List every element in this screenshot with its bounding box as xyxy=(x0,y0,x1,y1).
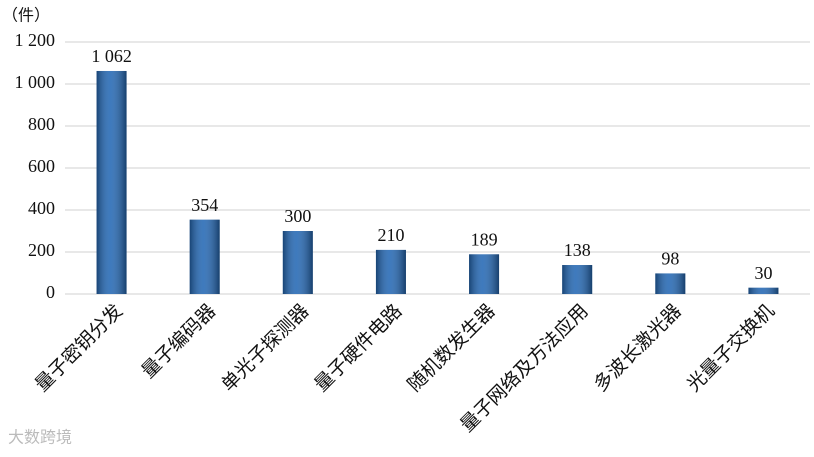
x-tick-label: 单光子探测器 xyxy=(217,300,313,396)
value-label: 300 xyxy=(284,206,311,226)
bar-shade xyxy=(189,219,220,294)
bar-shade xyxy=(96,70,127,294)
value-label: 138 xyxy=(564,240,591,260)
x-tick-label: 量子硬件电路 xyxy=(310,300,406,396)
y-tick-label: 400 xyxy=(28,198,55,218)
y-tick-label: 600 xyxy=(28,156,55,176)
bar-shade xyxy=(282,231,313,294)
y-tick-label: 200 xyxy=(28,240,55,260)
value-label: 210 xyxy=(377,225,404,245)
value-label: 1 062 xyxy=(91,46,132,66)
value-label: 189 xyxy=(471,229,498,249)
bar-shade xyxy=(655,273,686,294)
x-tick-label: 随机数发生器 xyxy=(403,300,499,396)
x-tick-label: 多波长激光器 xyxy=(590,300,686,396)
y-tick-label: 800 xyxy=(28,114,55,134)
watermark: 大数跨境 xyxy=(8,428,72,447)
bar-shade xyxy=(469,254,500,294)
bar-shade xyxy=(748,287,779,294)
value-label: 98 xyxy=(661,249,679,269)
y-tick-label: 1 200 xyxy=(15,30,56,50)
y-tick-label: 0 xyxy=(46,282,55,302)
x-tick-label: 量子编码器 xyxy=(137,300,220,383)
x-tick-label: 量子密钥分发 xyxy=(31,300,127,396)
x-tick-label: 光量子交换机 xyxy=(683,300,779,396)
value-label: 30 xyxy=(754,263,772,283)
y-axis-label: （件） xyxy=(2,6,50,25)
y-tick-label: 1 000 xyxy=(15,72,56,92)
bar-shade xyxy=(562,265,593,294)
value-label: 354 xyxy=(191,195,218,215)
bar-shade xyxy=(375,249,406,294)
